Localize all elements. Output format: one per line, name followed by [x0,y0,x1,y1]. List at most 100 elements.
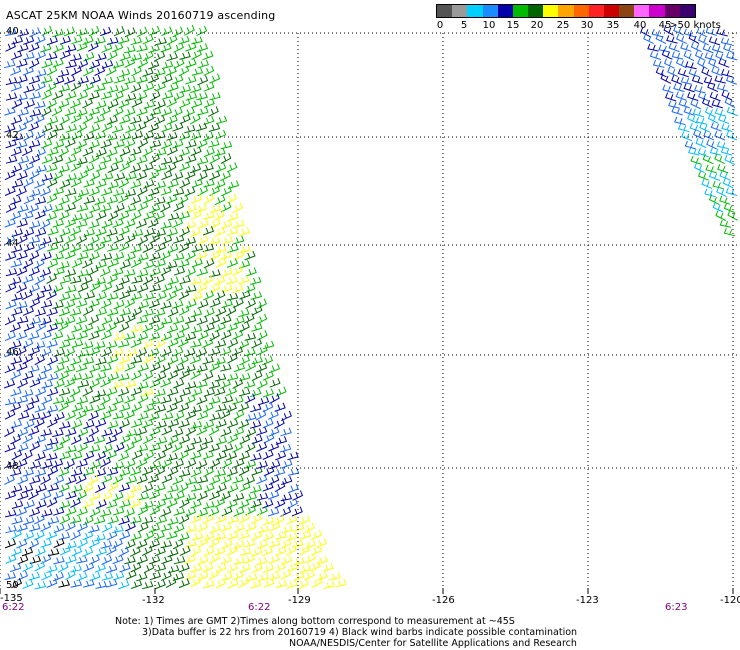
wind-barb [232,570,244,581]
wind-barb [118,579,130,590]
wind-barb [214,497,226,508]
wind-barb [59,275,72,284]
wind-barb [149,361,161,373]
wind-barb [45,211,58,222]
wind-barb [137,57,149,69]
wind-barb [46,322,58,332]
wind-barb [28,139,41,148]
wind-barb [709,147,722,156]
wind-barb [41,460,53,469]
wind-barb [304,570,316,581]
wind-barb [4,572,16,581]
wind-barb [221,395,234,404]
wind-barb [40,474,51,485]
wind-barb [233,523,245,534]
footnote-line-2: 3)Data buffer is 22 hrs from 20160719 4)… [142,627,578,638]
wind-barb [119,402,131,412]
wind-barb [130,53,142,62]
wind-barb [118,372,130,381]
wind-barb [111,124,124,134]
wind-barb [88,298,100,308]
wind-barb [35,499,47,509]
wind-barb [95,356,107,366]
wind-barb [52,154,64,165]
wind-barb [184,347,196,358]
wind-barb [195,250,208,260]
wind-barb [148,397,161,406]
wind-barb [189,131,202,141]
wind-barb [58,370,70,381]
wind-barb [34,274,46,286]
wind-barb [76,459,88,468]
wind-barb [52,317,64,326]
wind-barb [125,348,138,357]
wind-barb [94,130,106,140]
wind-barb [10,66,22,76]
wind-barb [29,555,41,565]
wind-barb [5,77,18,86]
wind-barb [663,24,674,36]
wind-barb [77,251,89,260]
wind-barb [95,499,107,509]
wind-barb [215,483,227,494]
wind-barb [119,290,131,300]
wind-barb [10,433,21,445]
wind-barb [255,557,268,566]
wind-barb [185,284,197,293]
wind-barb [154,404,166,414]
wind-barb [131,434,143,445]
wind-barb [101,491,113,502]
wind-barb [173,507,185,516]
wind-barb [227,483,239,494]
wind-barb [69,386,81,397]
wind-barb [29,460,42,469]
wind-barb [286,532,298,542]
wind-barb [142,34,154,45]
wind-barb [148,44,160,53]
wind-barb [29,188,41,198]
wind-barb [131,228,144,238]
wind-barb [34,403,46,413]
wind-barb [202,513,214,524]
wind-barb [196,475,209,484]
wind-barb [693,129,704,140]
wind-barb [293,523,305,532]
wind-barb [46,65,58,76]
wind-barb [221,443,234,453]
wind-barb [29,91,41,100]
wind-barb [250,499,262,509]
wind-barb [95,227,107,237]
wind-barb [274,481,286,493]
wind-barb [105,65,117,77]
wind-barb [160,186,172,196]
wind-barb [161,74,173,84]
wind-barb [697,91,709,102]
wind-barb [191,67,204,76]
wind-barb [76,203,89,213]
wind-barb [58,132,71,141]
wind-barb [23,84,35,94]
wind-barb [89,491,101,501]
wind-barb [83,562,95,573]
wind-barb [203,258,215,269]
wind-barb [154,67,166,77]
wind-barb [166,131,178,141]
wind-barb [226,258,238,268]
wind-barb [220,201,232,213]
wind-barb [215,451,227,461]
wind-barb [41,154,53,164]
wind-barb [173,42,184,53]
wind-barb [100,410,112,420]
wind-barb [716,83,729,92]
wind-barb [274,402,286,412]
wind-barb [4,409,16,420]
wind-barb [185,154,197,164]
wind-barb [177,194,189,205]
wind-barb [16,300,28,309]
wind-barb [58,260,70,270]
wind-barb [671,51,684,60]
wind-barb [130,515,142,524]
wind-barb [87,410,99,421]
wind-barb [196,379,208,388]
wind-barb [22,579,34,590]
